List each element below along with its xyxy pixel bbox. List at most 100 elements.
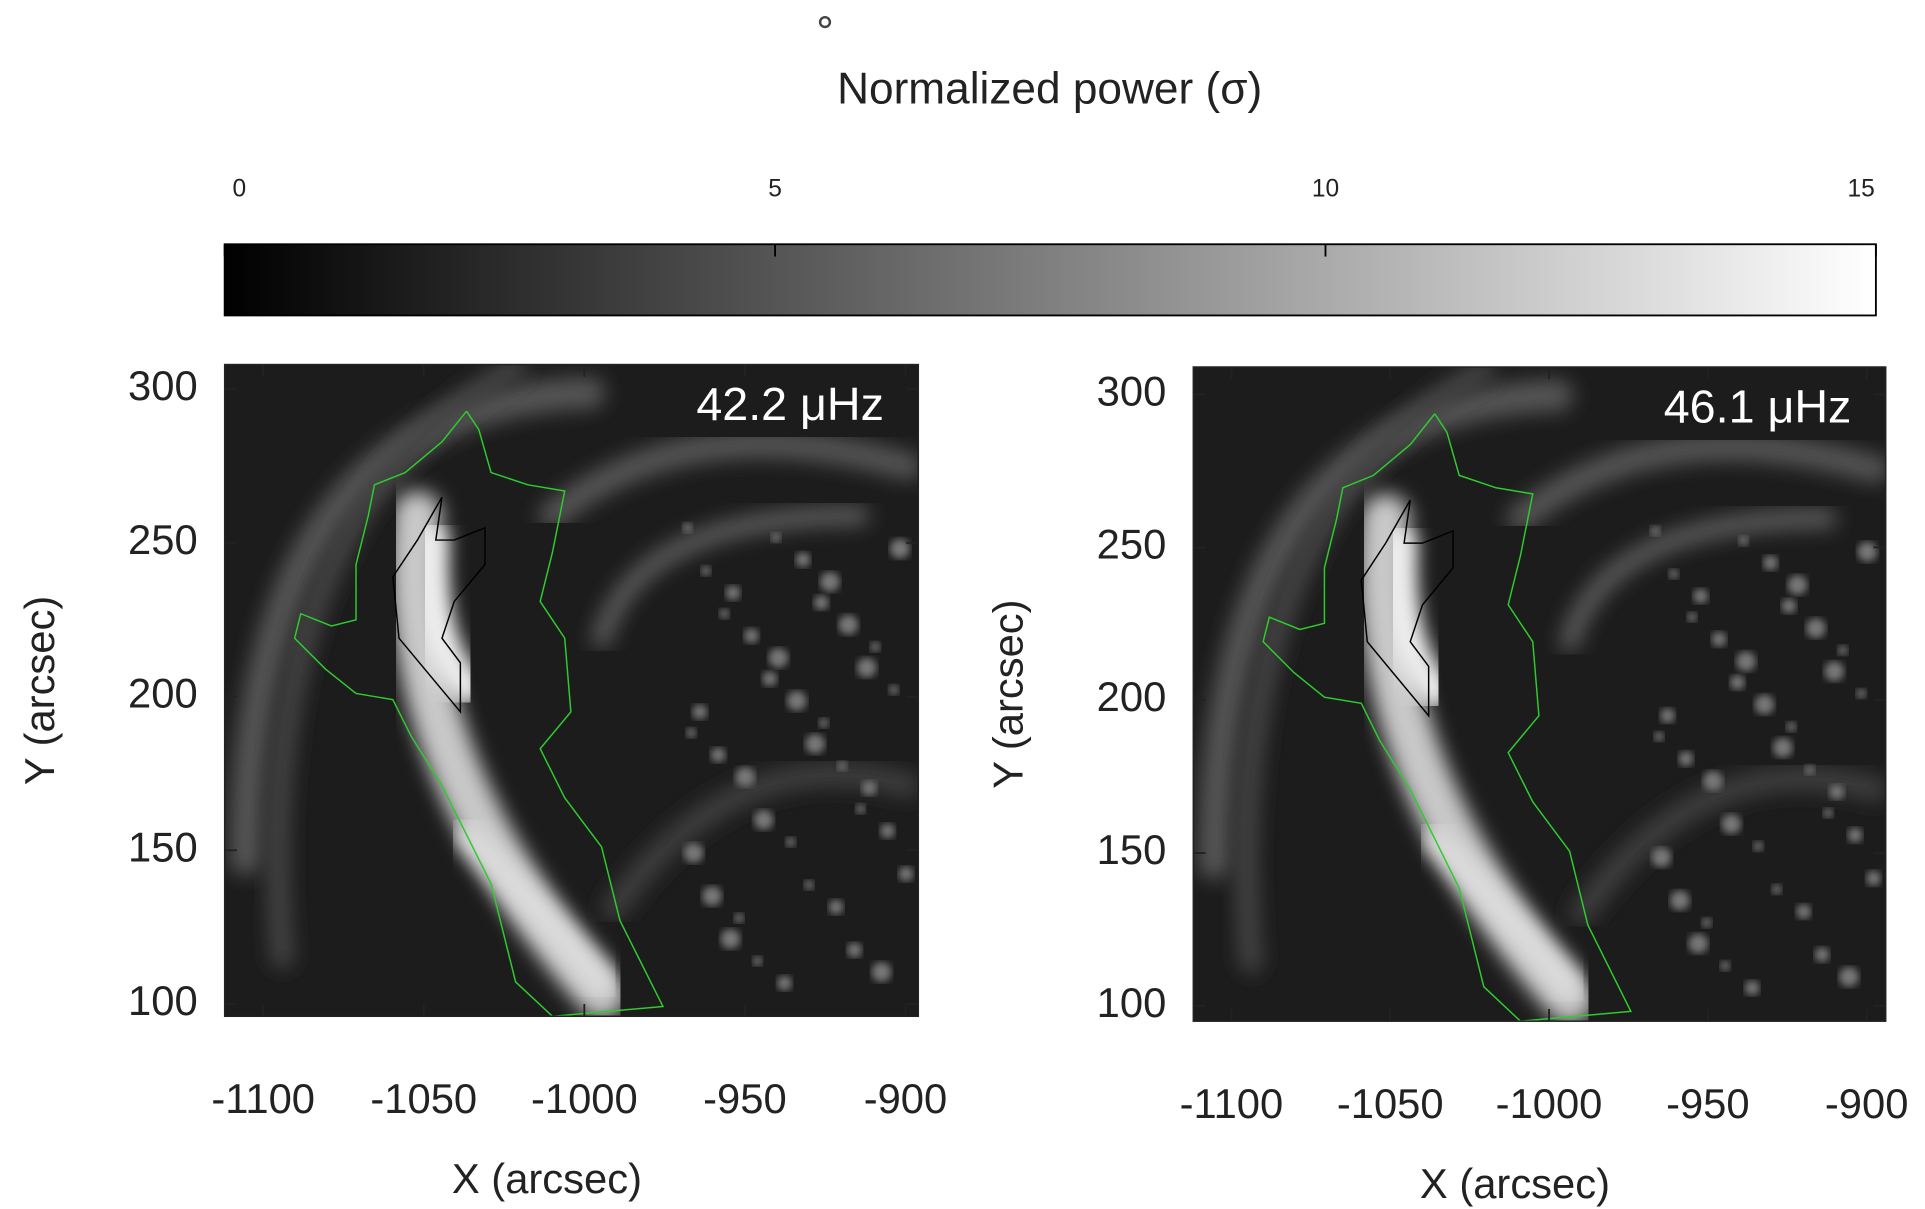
x-axis-label: X (arcsec) (452, 1155, 642, 1202)
speckle (786, 691, 807, 711)
speckle (870, 641, 881, 652)
speckle (888, 684, 899, 695)
loop-emission (1559, 508, 1837, 652)
x-tick-label: -1000 (1496, 1080, 1603, 1127)
speckle (1660, 708, 1675, 724)
speckle (1814, 947, 1830, 963)
speckle (1839, 967, 1859, 987)
speckle (1720, 960, 1731, 971)
colorbar-tick-label: 0 (233, 176, 247, 203)
speckle (743, 628, 759, 644)
speckle (838, 614, 859, 635)
speckle (828, 899, 844, 915)
speckle (777, 975, 792, 991)
speckle (1763, 555, 1778, 571)
speckle (1781, 598, 1797, 614)
speckle (1787, 575, 1808, 595)
speckle (1754, 694, 1775, 715)
y-axis-label: Y (arcsec) (985, 599, 1032, 788)
panel-title: 42.2 μHz (696, 378, 884, 430)
speckle (762, 671, 778, 687)
speckle (1721, 814, 1742, 834)
speckle (890, 538, 910, 559)
speckle (820, 571, 840, 592)
speckle (1771, 884, 1782, 895)
speckle (1651, 847, 1672, 868)
x-tick-label: -1000 (531, 1075, 638, 1122)
loop-emission (1198, 379, 1574, 880)
contour-green (293, 410, 665, 1017)
y-axis-label: Y (arcsec) (16, 596, 63, 785)
loop-emission (1569, 766, 1886, 926)
speckle (785, 837, 796, 847)
speckle (1687, 612, 1697, 623)
speckle (855, 803, 866, 814)
speckle (880, 823, 895, 839)
loop-emission (229, 376, 606, 876)
speckle (1738, 535, 1749, 546)
speckle (1736, 651, 1756, 672)
speckle (720, 929, 741, 949)
speckle (804, 880, 814, 890)
speckle (1701, 917, 1712, 928)
speckle (795, 552, 811, 568)
x-tick-label: -900 (1825, 1080, 1909, 1127)
speckle (818, 718, 829, 728)
speckle (813, 595, 829, 611)
x-tick-label: -1100 (211, 1075, 315, 1122)
speckle (898, 866, 914, 882)
loop-emission (591, 505, 870, 649)
y-tick-label: 100 (128, 977, 198, 1024)
speckle (719, 608, 730, 619)
colorbar-label: Normalized power (σ) (837, 65, 1262, 114)
power-map (1193, 366, 1886, 1022)
speckle (753, 810, 774, 830)
speckle (1650, 525, 1661, 536)
colorbar-tick-label: 5 (768, 176, 782, 203)
contour-green (1262, 413, 1632, 1022)
loop-emission (1507, 433, 1886, 533)
speckle (1711, 631, 1727, 647)
speckle (1654, 731, 1664, 742)
speckle (1668, 569, 1679, 579)
speckle (847, 942, 862, 958)
y-tick-label: 200 (128, 670, 198, 717)
speckle (1688, 933, 1709, 954)
x-tick-label: -1050 (1337, 1080, 1444, 1127)
speckle (735, 767, 756, 787)
y-tick-label: 300 (1097, 368, 1167, 415)
colorbar-tick-label: 10 (1312, 176, 1339, 203)
y-tick-label: 150 (128, 823, 198, 870)
x-axis-label: X (arcsec) (1420, 1160, 1610, 1207)
marker (818, 15, 832, 29)
loop-emission (601, 762, 919, 921)
speckle (837, 760, 848, 771)
x-tick-label: -950 (703, 1075, 787, 1122)
speckle (1829, 784, 1845, 800)
colorbar (223, 243, 1877, 317)
speckle (861, 780, 877, 796)
speckle (734, 913, 744, 924)
speckle (686, 727, 697, 738)
speckle (702, 886, 722, 906)
plot-frame (223, 363, 920, 1018)
speckle (1772, 737, 1793, 758)
speckle (1670, 890, 1690, 911)
y-tick-label: 300 (128, 362, 198, 409)
speckle (1824, 661, 1845, 682)
speckle (1806, 618, 1826, 639)
speckle (768, 648, 789, 668)
speckle (871, 962, 892, 982)
y-tick-label: 150 (1097, 826, 1167, 873)
y-tick-label: 200 (1097, 673, 1167, 720)
speckle (1823, 808, 1834, 818)
x-tick-label: -1100 (1180, 1080, 1284, 1127)
speckle (752, 956, 763, 966)
loop-emission (1235, 366, 1495, 974)
speckle (856, 657, 877, 678)
loop-emission (1378, 524, 1454, 710)
loop-emission (266, 364, 527, 969)
speckle (1753, 841, 1764, 852)
speckle (1837, 645, 1848, 656)
